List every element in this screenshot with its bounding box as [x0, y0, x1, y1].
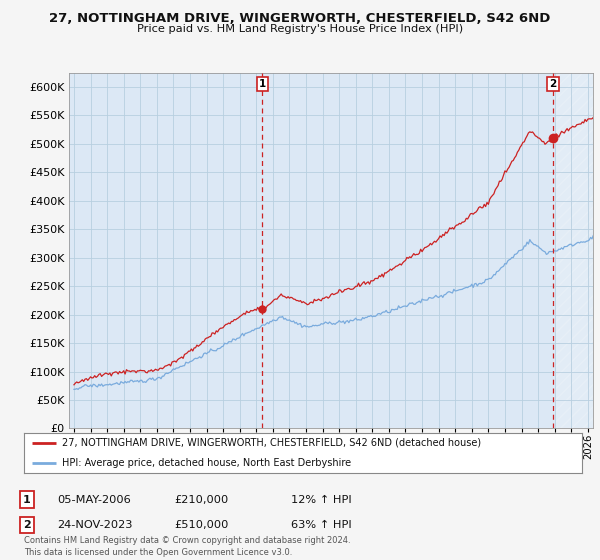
Text: HPI: Average price, detached house, North East Derbyshire: HPI: Average price, detached house, Nort… — [62, 458, 351, 468]
Text: 12% ↑ HPI: 12% ↑ HPI — [291, 494, 352, 505]
Text: Contains HM Land Registry data © Crown copyright and database right 2024.
This d: Contains HM Land Registry data © Crown c… — [24, 536, 350, 557]
Text: 1: 1 — [23, 494, 31, 505]
Text: 2: 2 — [23, 520, 31, 530]
Text: Price paid vs. HM Land Registry's House Price Index (HPI): Price paid vs. HM Land Registry's House … — [137, 24, 463, 34]
Text: 05-MAY-2006: 05-MAY-2006 — [57, 494, 131, 505]
Text: 1: 1 — [259, 79, 266, 89]
Text: 27, NOTTINGHAM DRIVE, WINGERWORTH, CHESTERFIELD, S42 6ND (detached house): 27, NOTTINGHAM DRIVE, WINGERWORTH, CHEST… — [62, 438, 481, 448]
Text: £510,000: £510,000 — [174, 520, 229, 530]
Text: 27, NOTTINGHAM DRIVE, WINGERWORTH, CHESTERFIELD, S42 6ND: 27, NOTTINGHAM DRIVE, WINGERWORTH, CHEST… — [49, 12, 551, 25]
Text: 2: 2 — [550, 79, 557, 89]
Text: 24-NOV-2023: 24-NOV-2023 — [57, 520, 133, 530]
Text: £210,000: £210,000 — [174, 494, 228, 505]
Bar — [554, 73, 600, 428]
Text: 63% ↑ HPI: 63% ↑ HPI — [291, 520, 352, 530]
